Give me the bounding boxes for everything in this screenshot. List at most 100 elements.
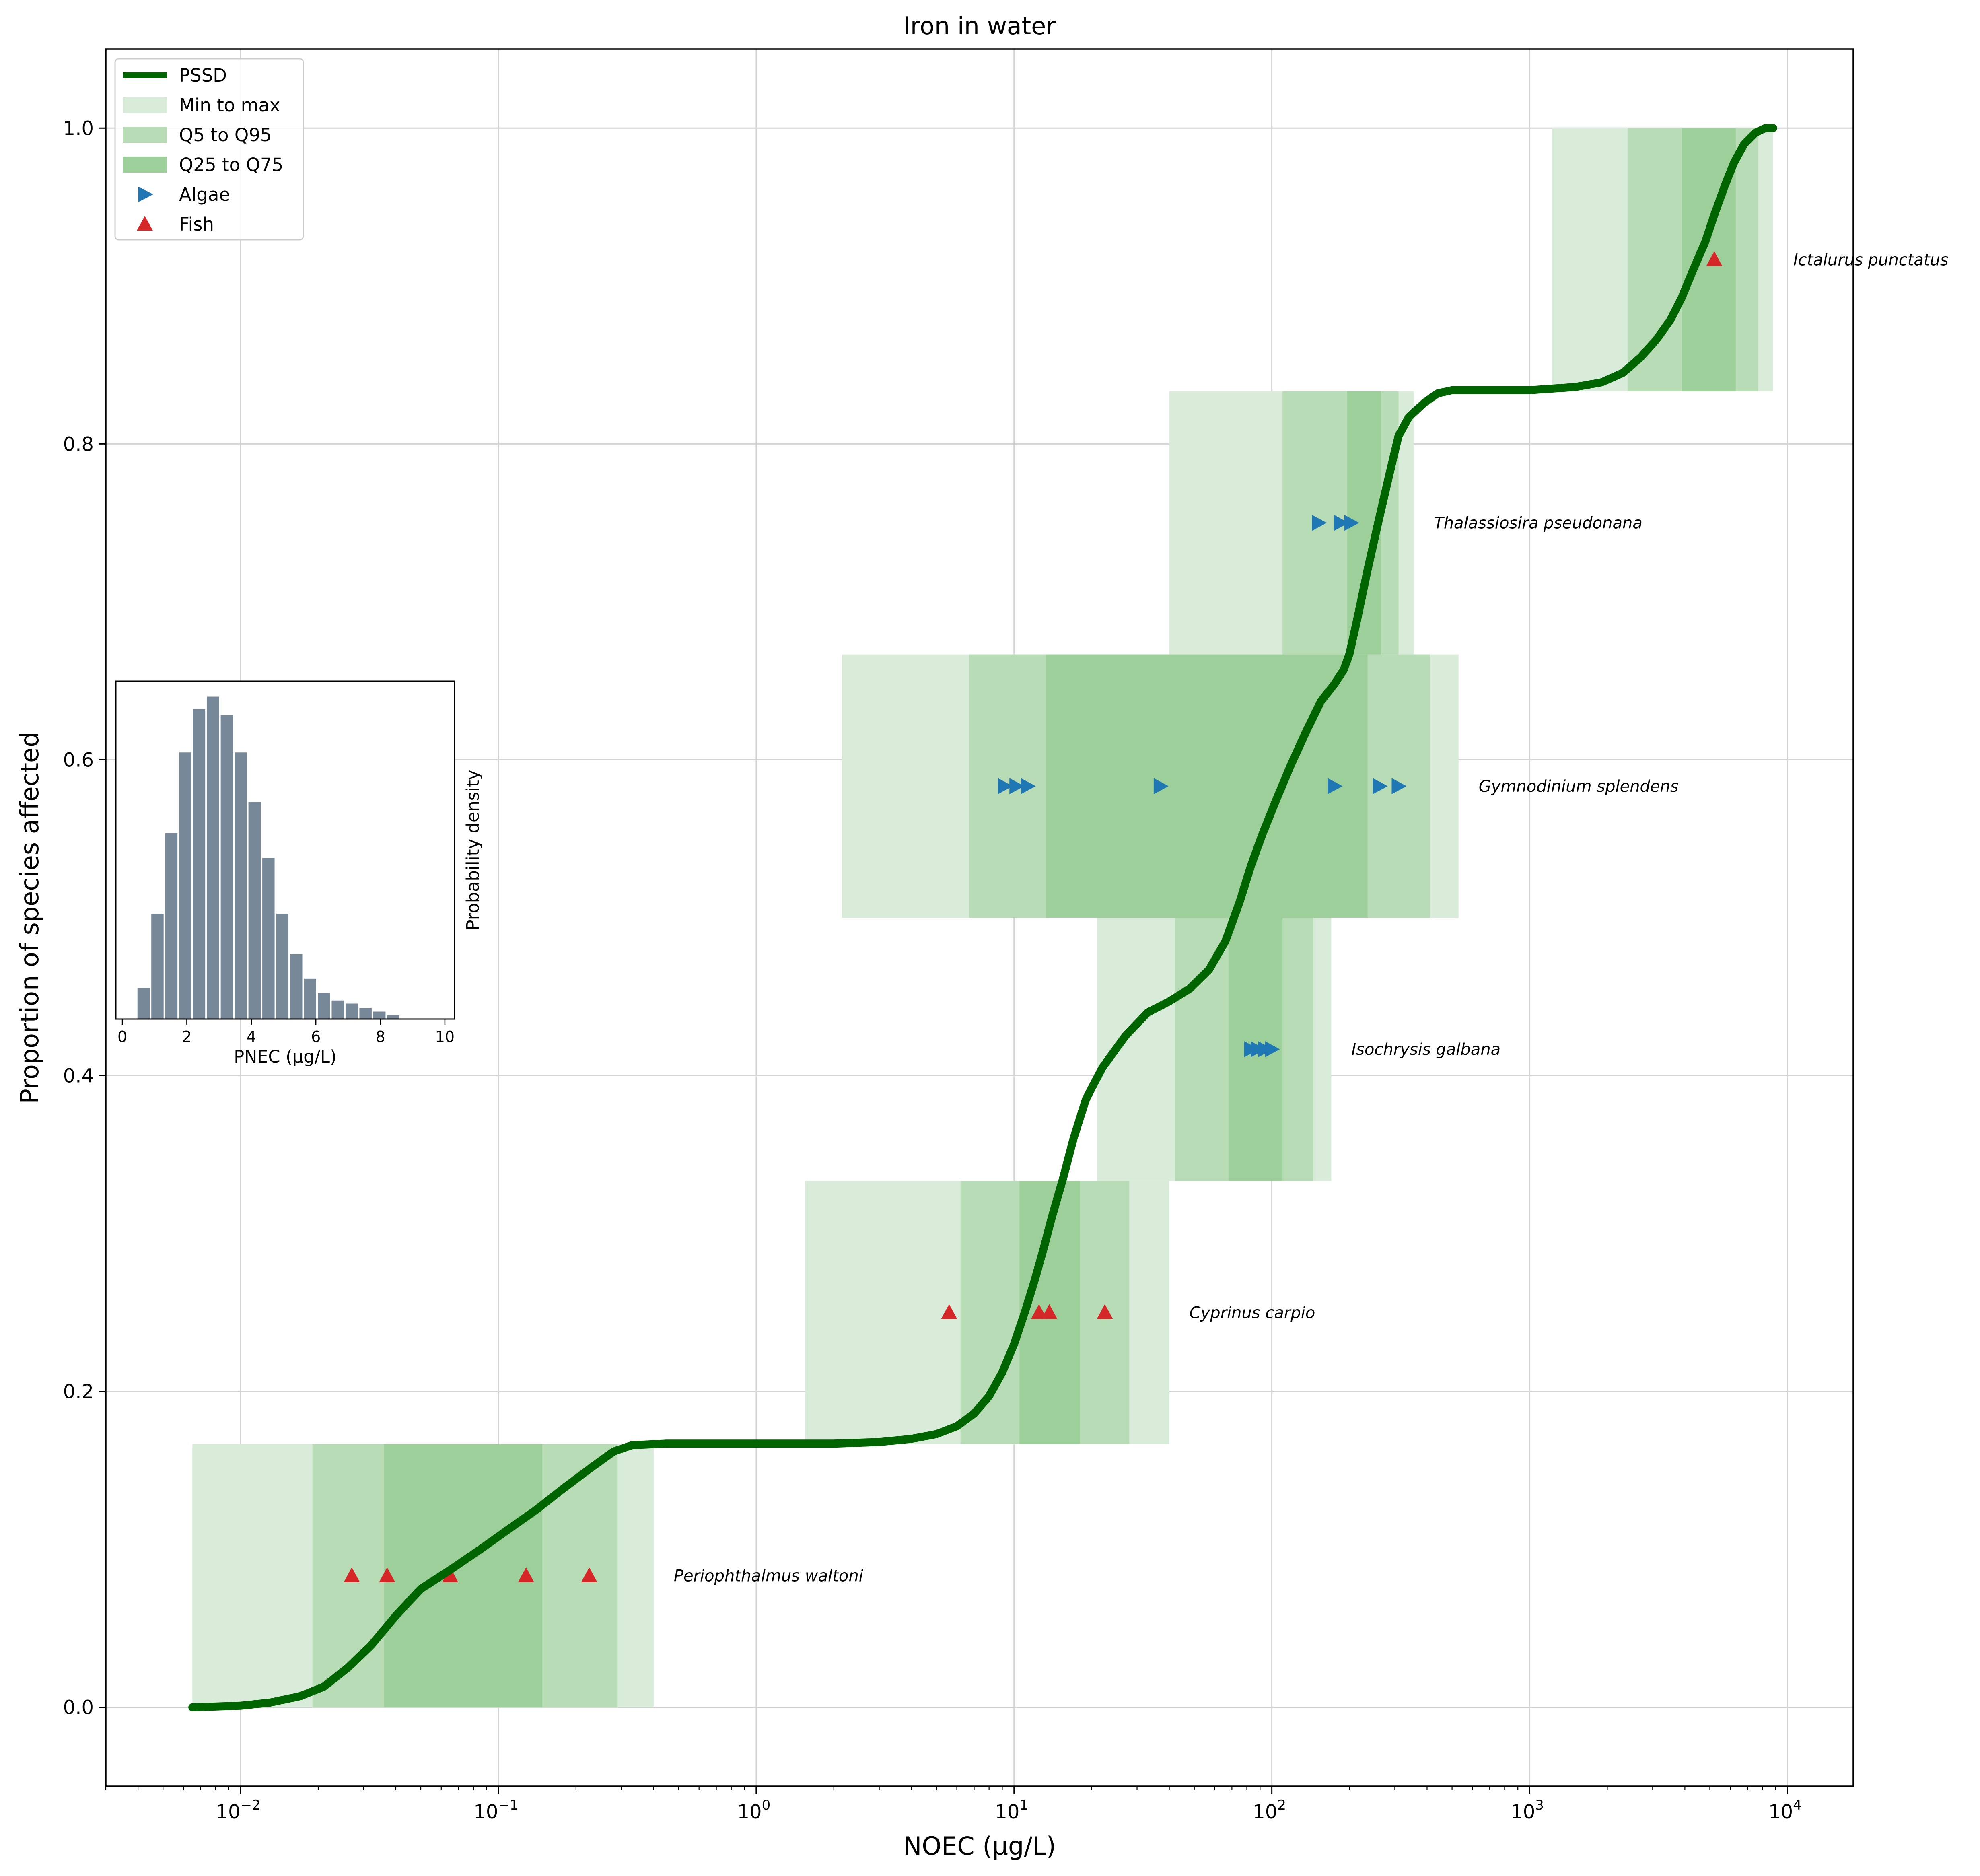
inset-x-tick-label: 0 [117,1028,127,1046]
inset-bar [262,858,275,1019]
legend-fish-marker [137,216,153,231]
band-q25-q75 [384,1444,543,1707]
inset-bar [235,752,247,1019]
x-tick-base: 10 [1511,1801,1535,1823]
fish-point [1041,1304,1058,1319]
x-tick-exponent: −2 [241,1797,261,1813]
legend: PSSD Min to max Q5 to Q95 Q25 to Q75 Algae Fi… [114,58,304,241]
inset-x-axis-title: PNEC (µg/L) [234,1047,337,1067]
x-tick-exponent: 0 [762,1797,771,1813]
y-tick-label: 0.8 [63,433,94,455]
inset-bar [193,709,206,1019]
x-tick-exponent: 2 [1277,1797,1286,1813]
algae-point [1391,778,1407,795]
legend-patch-swatch [123,157,167,173]
y-tick-label: 0.4 [63,1065,94,1087]
legend-label: Q25 to Q75 [179,154,283,175]
inset-bar [290,954,303,1019]
x-tick-label: 100 [737,1797,771,1823]
legend-patch-swatch [123,97,167,113]
pssd-curve [188,124,1777,1711]
x-tick-exponent: 1 [1019,1797,1028,1813]
inset-bar [248,802,261,1019]
fish-point [344,1567,360,1582]
inset-bar [137,988,150,1019]
species-labels: Periophthalmus waltoni Cyprinus carpio Iso… [674,251,1949,1585]
x-tick-base: 10 [995,1801,1019,1823]
x-tick-base: 10 [216,1801,241,1823]
inset-x-tick-label: 10 [435,1028,455,1046]
fish-point [1031,1304,1047,1319]
algae-point [1153,778,1169,795]
y-tick-label: 1.0 [63,117,94,140]
species-label: Ictalurus punctatus [1793,251,1949,269]
x-tick-label: 101 [995,1797,1028,1823]
x-tick-base: 10 [1768,1801,1793,1823]
inset-x-tick-label: 4 [247,1028,256,1046]
pnec-inset-histogram: 0 2 4 6 8 10 PNEC (µg/L) Probability density [115,680,483,1067]
species-label: Cyprinus carpio [1190,1304,1315,1322]
legend-patch-swatch [123,127,167,143]
species-label: Isochrysis galbana [1351,1040,1500,1059]
x-tick-label: 102 [1253,1797,1286,1823]
fish-point [581,1567,597,1582]
species-data-points [344,251,1723,1582]
species-label: Thalassiosira pseudonana [1434,514,1642,533]
x-tick-base: 10 [737,1801,762,1823]
inset-bar [151,913,164,1019]
fish-point [1097,1304,1113,1319]
fish-point [379,1567,395,1582]
x-axis-title: NOEC (µg/L) [903,1831,1056,1861]
fish-point [941,1304,957,1319]
legend-label: Fish [179,214,214,235]
y-axis-title: Proportion of species affected [15,731,44,1104]
x-tick-exponent: 3 [1535,1797,1544,1813]
x-tick-label: 10−2 [216,1797,261,1823]
inset-x-tick-label: 2 [182,1028,191,1046]
plot-frame [105,48,1854,1787]
legend-label: Q5 to Q95 [179,124,272,146]
pssd-curve-layer [188,124,1777,1711]
algae-point [1344,515,1359,531]
inset-bar [345,1003,358,1019]
x-tick-label: 103 [1511,1797,1544,1823]
x-tick-exponent: −1 [498,1797,518,1813]
fish-point [442,1567,459,1582]
algae-point [998,778,1013,795]
inset-bar [359,1008,372,1019]
x-tick-label: 10−1 [473,1797,518,1823]
algae-point [1009,778,1025,795]
algae-point [1328,778,1343,795]
inset-bar [276,913,289,1019]
axis-ticks: 10−2 10−1 100 101 102 103 1040.00.20.40.60.81.… [63,117,1802,1823]
x-tick-base: 10 [1253,1801,1277,1823]
inset-bar [220,715,233,1019]
inset-x-tick-label: 8 [375,1028,385,1046]
inset-x-tick-label: 6 [311,1028,321,1046]
algae-point [1021,778,1036,795]
band-q25-q75 [1046,654,1368,918]
fish-point [518,1567,534,1582]
inset-bar [165,833,178,1019]
chart-title: Iron in water [903,12,1056,40]
inset-bar [387,1015,399,1019]
algae-point [1265,1041,1280,1057]
inset-bar [331,1000,344,1019]
y-tick-label: 0.2 [63,1381,94,1403]
y-tick-label: 0.6 [63,749,94,771]
inset-y-axis-title: Probability density [463,770,483,931]
inset-bar [373,1011,386,1019]
legend-label: Algae [179,184,230,205]
algae-point [1373,778,1388,795]
inset-bar [304,978,316,1019]
band-q25-q75 [1682,128,1736,391]
legend-label: Min to max [179,95,280,116]
x-tick-label: 104 [1768,1797,1802,1823]
legend-algae-marker [138,187,153,202]
x-tick-base: 10 [473,1801,498,1823]
inset-frame [115,680,455,1020]
y-tick-label: 0.0 [63,1697,94,1719]
fish-point [1706,251,1723,266]
inset-bar [207,696,219,1019]
inset-bar [317,993,330,1019]
